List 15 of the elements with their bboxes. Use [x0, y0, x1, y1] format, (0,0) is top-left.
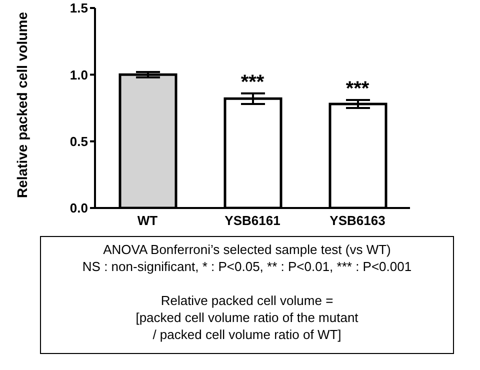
- y-tick-label: 0.0: [70, 200, 88, 216]
- text: [packed cell volume ratio of the mutant: [134, 309, 360, 326]
- x-tick-label: WT: [137, 213, 158, 228]
- annotation: ***: [240, 71, 264, 94]
- text: / packed cell volume ratio of WT]: [152, 326, 342, 343]
- y-axis-title: Relative packed cell volume: [14, 12, 30, 198]
- text: ANOVA Bonferroni’s selected sample test (vs WT): [102, 241, 392, 258]
- text: Relative packed cell volume =: [160, 292, 334, 309]
- x-tick-label: YSB6161: [224, 213, 280, 228]
- y-tick-label: 0.5: [70, 134, 88, 149]
- x-tick-label: YSB6163: [330, 213, 386, 228]
- text: NS : non-significant, * : P<0.05, ** : P<0.01, *** : P<0.001: [81, 258, 413, 275]
- annotation: ***: [346, 78, 370, 100]
- y-tick-label: 1.0: [70, 67, 88, 82]
- y-tick-label: 1.5: [70, 0, 88, 16]
